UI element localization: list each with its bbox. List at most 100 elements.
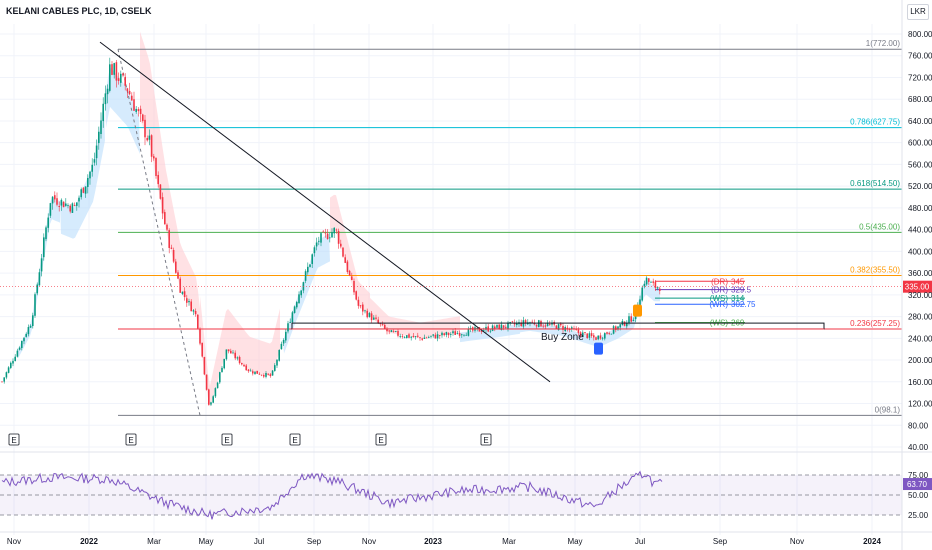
fib-label: 0.618(514.50) (850, 179, 900, 188)
candle-body (617, 326, 619, 330)
candle-body (368, 312, 371, 318)
candle-body (291, 312, 294, 323)
candle-body (577, 329, 580, 333)
candle-body (223, 358, 225, 369)
pivot-label: (WR) (709, 300, 728, 309)
candle-body (117, 78, 120, 81)
candle-body (190, 301, 192, 312)
y-tick-label: 240.00 (908, 334, 932, 343)
candle-body (313, 247, 316, 254)
candle-body (615, 326, 617, 331)
fib-label: 1(772.00) (866, 39, 901, 48)
candle-body (604, 333, 606, 339)
candle-body (555, 325, 558, 330)
candle-body (641, 287, 643, 301)
candle-body (18, 347, 21, 350)
candle-body (76, 202, 78, 206)
candle-body (25, 333, 27, 337)
candle-body (408, 334, 410, 338)
drawings: Buy Zone 335.00 (0, 41, 932, 383)
candle-body (280, 343, 283, 350)
candle-body (606, 332, 608, 334)
currency-selector[interactable]: LKR (907, 4, 929, 20)
candle-body (386, 328, 388, 332)
candles (1, 57, 661, 406)
candle-body (619, 324, 621, 328)
candle-body (249, 370, 252, 372)
candle-body (511, 321, 514, 323)
candle-body (159, 184, 162, 199)
x-tick-label: 2022 (80, 537, 98, 546)
candle-body (315, 242, 318, 247)
trend-band (105, 67, 140, 154)
candle-body (454, 331, 456, 335)
candle-body (293, 306, 296, 313)
candle-body (40, 258, 43, 272)
trend-band (140, 31, 200, 341)
candle-body (324, 232, 327, 234)
earnings-event-label: E (292, 436, 297, 445)
candle-body (544, 325, 547, 327)
candle-body (225, 349, 228, 360)
earnings-event-box (480, 433, 492, 446)
rsi-value: 63.70 (907, 480, 928, 489)
candle-body (359, 305, 362, 307)
candle-body (610, 333, 613, 335)
candle-body (476, 327, 478, 329)
y-tick-label: 360.00 (908, 269, 932, 278)
candle-body (401, 336, 404, 337)
candle-body (491, 325, 494, 331)
candle-body (58, 206, 60, 208)
candle-body (516, 323, 518, 326)
candle-body (557, 324, 560, 331)
last-price-value: 335.00 (905, 283, 930, 292)
candle-body (5, 372, 8, 378)
candle-body (179, 278, 181, 293)
candle-body (355, 291, 357, 300)
x-tick-label: May (198, 537, 213, 546)
fib-label: 0.5(435.00) (859, 222, 900, 231)
candle-body (122, 73, 124, 76)
candle-body (289, 322, 291, 323)
pivot-label: (DR) (711, 277, 728, 286)
candle-body (197, 314, 199, 329)
candle-body (450, 334, 452, 335)
fib-label: 0(98.1) (875, 405, 901, 414)
candle-body (443, 333, 445, 336)
candle-body (170, 247, 173, 249)
candle-body (282, 340, 285, 344)
candle-body (51, 196, 54, 204)
candle-body (263, 374, 265, 377)
fib-label: 0.382(355.50) (850, 266, 900, 275)
earnings-event-box (8, 433, 20, 446)
candle-body (654, 281, 657, 288)
earnings-event-box (125, 433, 137, 446)
candle-body (652, 281, 654, 283)
downtrend-line (99, 41, 551, 383)
x-tick-label: Mar (502, 537, 516, 546)
candle-body (36, 284, 38, 294)
x-tick-label: 2023 (424, 537, 442, 546)
candle-body (203, 357, 206, 375)
candle-body (645, 277, 648, 285)
candle-body (608, 333, 610, 334)
candle-body (425, 337, 428, 339)
candle-body (342, 247, 344, 257)
candle-body (3, 377, 5, 382)
candle-body (113, 63, 115, 75)
candle-body (597, 335, 599, 340)
candle-body (205, 374, 208, 390)
candle-body (93, 159, 96, 163)
candle-body (267, 373, 269, 375)
candle-body (399, 336, 401, 338)
candle-body (593, 335, 595, 338)
candle-body (71, 203, 74, 213)
candle-body (362, 304, 364, 312)
candle-body (212, 396, 214, 403)
candle-body (135, 109, 137, 112)
candle-body (34, 294, 36, 316)
candle-body (106, 88, 109, 95)
candle-body (571, 327, 573, 330)
pivot-value: 314 (731, 294, 745, 303)
